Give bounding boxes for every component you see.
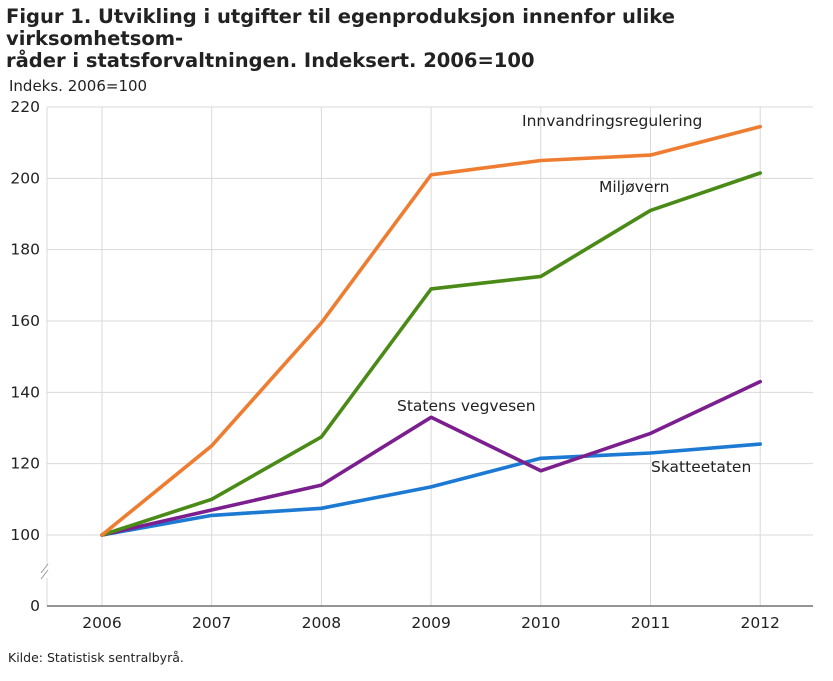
gridlines [47,106,813,606]
axis-break-mark [40,569,49,580]
series-label: Miljøvern [599,178,669,196]
series-labels: Innvandringsregulering Miljøvern Statens v… [397,112,751,476]
chart-title: Figur 1. Utvikling i utgifter til egenpr… [6,5,675,72]
axes: 0 100 120 140 160 180 200 220 2006 2007 2008 2009 20… [10,98,813,632]
x-tick-label: 2008 [302,614,341,632]
series-label: Skatteetaten [651,458,751,476]
y-tick-label: 100 [10,526,40,544]
x-tick-label: 2006 [82,614,121,632]
series-line-skatteetaten [100,442,763,537]
series-lines [100,124,763,537]
axis-break-mark [40,563,49,574]
y-tick-label: 120 [10,455,40,473]
y-tick-label: 220 [10,98,40,116]
y-tick-label: 200 [10,169,40,187]
y-axis-label: Indeks. 2006=100 [9,77,148,95]
y-tick-label: 160 [10,312,40,330]
x-tick-label: 2012 [740,614,779,632]
series-line-innvandringsregulering [100,124,763,537]
x-tick-label: 2007 [192,614,231,632]
series-label: Statens vegvesen [397,397,536,415]
series-line-statens-vegvesen [100,379,763,537]
x-tick-label: 2009 [411,614,450,632]
y-tick-label: 0 [30,597,40,615]
series-line-miljøvern [100,171,763,537]
source-note: Kilde: Statistisk sentralbyrå. [8,650,184,665]
series-label: Innvandringsregulering [522,112,702,130]
x-tick-label: 2011 [631,614,670,632]
x-tick-label: 2010 [521,614,560,632]
y-tick-label: 180 [10,241,40,259]
y-tick-label: 140 [10,383,40,401]
